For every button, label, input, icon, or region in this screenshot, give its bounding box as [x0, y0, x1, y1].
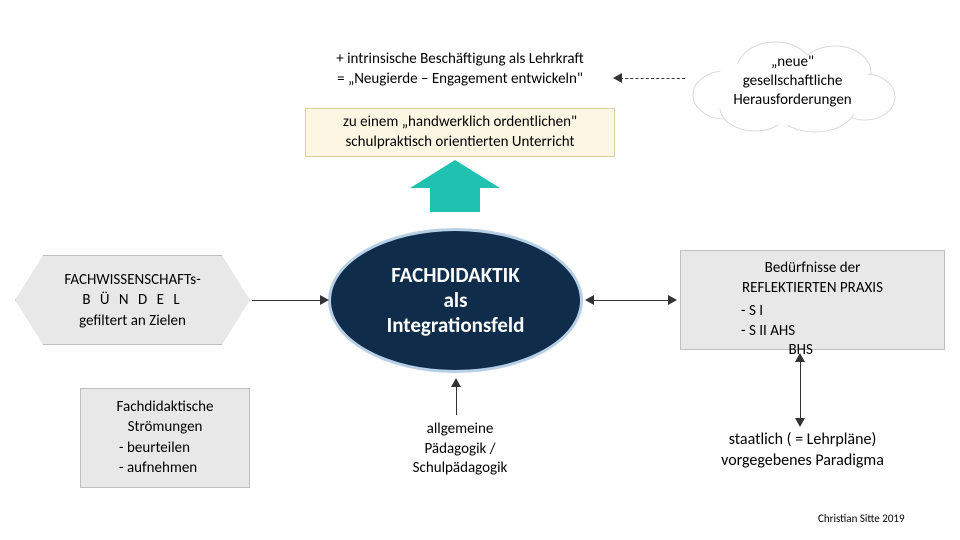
intrinsic-text: + intrinsische Beschäftigung als Lehrkra… — [300, 50, 620, 89]
paedagogik-text: allgemeine Pädagogik / Schulpädagogik — [370, 420, 550, 479]
right-connector — [592, 300, 670, 301]
beduerfnisse-box: Bedürfnisse der REFLEKTIERTEN PRAXIS - S… — [680, 250, 945, 350]
right-b1: - S I — [741, 302, 934, 322]
handwerklich-box: zu einem „handwerklich ordentlichen" sch… — [305, 108, 615, 157]
credit-text: Christian Sitte 2019 — [818, 512, 905, 525]
stroe-b1: - beurteilen — [119, 438, 245, 458]
dashed-arrowhead — [613, 73, 622, 83]
handwerklich-line1: zu einem „handwerklich ordentlichen" — [312, 113, 608, 133]
intrinsic-line2: = „Neugierde – Engagement entwickeln" — [300, 70, 620, 90]
cloud-line1: „neue" — [680, 53, 905, 72]
right-title1: Bedürfnisse der — [691, 259, 934, 279]
bottom-up-line — [456, 385, 457, 415]
br-line1: staatlich ( = Lehrpläne) — [665, 430, 940, 451]
br-line2: vorgegebenes Paradigma — [665, 451, 940, 472]
stroe-b2: - aufnehmen — [119, 458, 245, 478]
right-v-arrow-down — [795, 418, 805, 427]
lefthex-line1: FACHWISSENSCHAFTs- — [24, 270, 241, 290]
bc-line1: allgemeine — [370, 420, 550, 440]
right-arrowhead-l — [585, 295, 594, 305]
stroe-line2: Strömungen — [85, 417, 245, 437]
center-fachdidaktik-oval: FACHDIDAKTIK als Integrationsfeld — [328, 228, 583, 373]
fachwissenschafts-hex: FACHWISSENSCHAFTs- B Ü N D E L gefiltert… — [15, 255, 250, 345]
big-up-arrow-head — [410, 160, 500, 188]
right-title2: REFLEKTIERTEN PRAXIS — [691, 279, 934, 299]
right-b3: BHS — [741, 341, 934, 361]
handwerklich-line2: schulpraktisch orientierten Unterricht — [312, 133, 608, 153]
challenges-cloud: „neue" gesellschaftliche Herausforderung… — [680, 35, 905, 135]
bc-line3: Schulpädagogik — [370, 459, 550, 479]
right-arrowhead-r — [668, 295, 677, 305]
cloud-line3: Herausforderungen — [680, 91, 905, 110]
stroe-line1: Fachdidaktische — [85, 397, 245, 417]
dashed-connector — [620, 78, 685, 79]
lefthex-line3: gefiltert an Zielen — [24, 311, 241, 331]
stroemungen-box: Fachdidaktische Strömungen - beurteilen … — [80, 388, 250, 488]
center-line1: FACHDIDAKTIK — [331, 263, 580, 288]
big-up-arrow-stem — [430, 188, 480, 212]
intrinsic-line1: + intrinsische Beschäftigung als Lehrkra… — [300, 50, 620, 70]
center-line2: als — [331, 288, 580, 313]
left-arrowhead — [320, 295, 329, 305]
bottom-up-arrowhead — [451, 378, 461, 387]
left-connector — [252, 300, 322, 301]
cloud-text: „neue" gesellschaftliche Herausforderung… — [680, 53, 905, 109]
right-v-arrow-up — [795, 353, 805, 362]
center-line3: Integrationsfeld — [331, 313, 580, 338]
lefthex-line2: B Ü N D E L — [24, 290, 241, 310]
right-v-connector — [800, 360, 801, 420]
bc-line2: Pädagogik / — [370, 440, 550, 460]
cloud-line2: gesellschaftliche — [680, 72, 905, 91]
right-b2: - S II AHS — [741, 322, 934, 342]
lehrplaene-text: staatlich ( = Lehrpläne) vorgegebenes Pa… — [665, 430, 940, 472]
